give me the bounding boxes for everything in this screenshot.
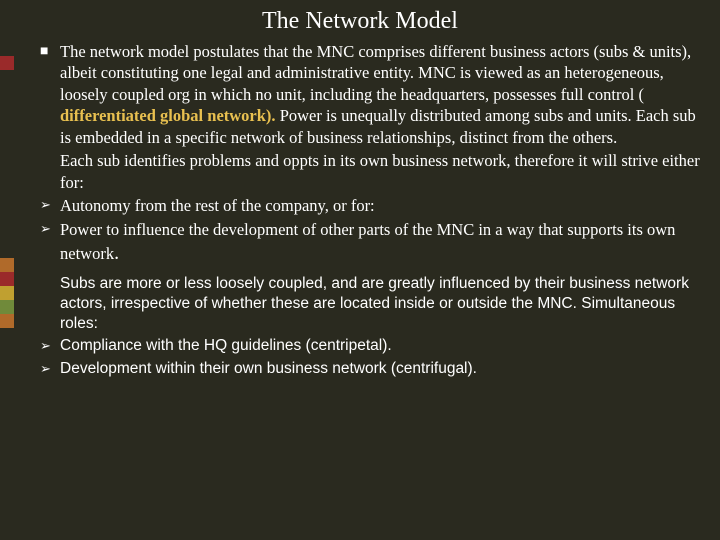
arrow-icon: ➢ xyxy=(40,219,60,266)
bullet-power: ➢ Power to influence the development of … xyxy=(40,219,700,266)
arrow-icon: ➢ xyxy=(40,359,60,379)
left-accent-blocks xyxy=(0,0,14,540)
bullet-autonomy: ➢ Autonomy from the rest of the company,… xyxy=(40,195,700,216)
p1-part-a: The network model postulates that the MN… xyxy=(60,42,691,104)
accent-block xyxy=(0,56,14,70)
slide-title: The Network Model xyxy=(0,0,720,41)
arrow-icon: ➢ xyxy=(40,336,60,356)
paragraph-3: Subs are more or less loosely coupled, a… xyxy=(40,274,700,334)
arrow-icon: ➢ xyxy=(40,195,60,216)
bullet-development-text: Development within their own business ne… xyxy=(60,359,700,379)
bullet-power-text: Power to influence the development of ot… xyxy=(60,219,700,266)
bullet-compliance-text: Compliance with the HQ guidelines (centr… xyxy=(60,336,700,356)
bullet-autonomy-text: Autonomy from the rest of the company, o… xyxy=(60,195,700,216)
bullet-compliance: ➢ Compliance with the HQ guidelines (cen… xyxy=(40,336,700,356)
p1-highlight: differentiated global network). xyxy=(60,106,276,125)
accent-block xyxy=(0,286,14,300)
paragraph-1-text: The network model postulates that the MN… xyxy=(60,41,700,148)
accent-block xyxy=(0,272,14,286)
paragraph-1: ■ The network model postulates that the … xyxy=(40,41,700,148)
big-period: . xyxy=(114,242,119,264)
accent-block xyxy=(0,300,14,314)
bullet-development: ➢ Development within their own business … xyxy=(40,359,700,379)
paragraph-2: Each sub identifies problems and oppts i… xyxy=(40,150,700,193)
slide-content: ■ The network model postulates that the … xyxy=(0,41,720,379)
accent-block xyxy=(0,258,14,272)
square-bullet: ■ xyxy=(40,41,60,148)
b2-text: Power to influence the development of ot… xyxy=(60,220,675,263)
accent-block xyxy=(0,314,14,328)
